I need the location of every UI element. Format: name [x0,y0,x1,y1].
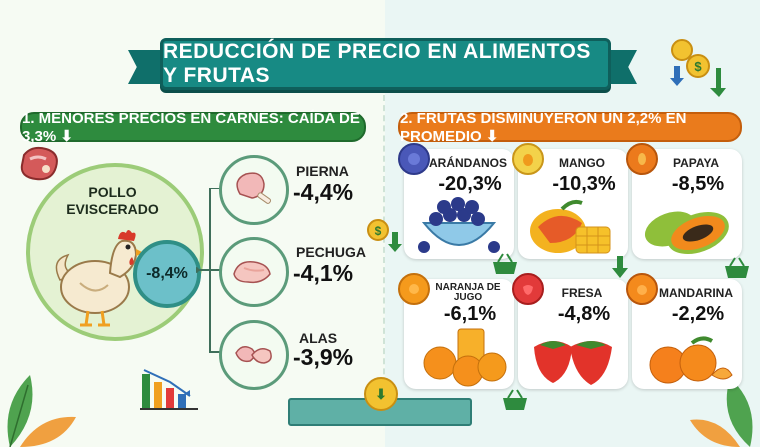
pierna-circle [219,155,289,225]
meat-section-header: 1. MENORES PRECIOS EN CARNES: CAÍDA DE 3… [20,110,366,145]
basket-icon [493,253,517,274]
fruit-card-naranja: NARANJA DE JUGO -6,1% [398,273,514,389]
svg-text:$: $ [694,59,702,74]
papaya-art [644,211,729,254]
fruit-name: PAPAYA [672,156,720,170]
part-value: -3,9% [293,344,354,370]
chicken-icon [55,230,144,327]
coins-arrow-icon: $ [670,39,726,97]
fruit-name: NARANJA DE JUGO [435,282,501,303]
coin-down-icon: $ [367,219,402,252]
leaf-decoration-icon [7,375,76,447]
fruit-value: -20,3% [438,173,502,195]
fruit-name: MANDARINA [659,286,733,300]
leaf-decoration-icon [690,378,753,447]
alas-circle [219,320,289,390]
orange-icon [398,273,430,305]
arrow-down-icon [612,256,628,278]
fruit-name: FRESA [561,286,603,300]
fruit-value: -4,8% [557,303,611,325]
mango-art [530,199,611,254]
mango-icon [512,143,544,175]
part-value: -4,1% [293,260,354,286]
pollo-label: POLLO EVISCERADO [66,184,159,217]
pechuga-circle [219,237,289,307]
fruit-card-fresa: FRESA -4,8% [512,273,628,389]
fruit-card-mango: MANGO -10,3% [512,143,628,259]
fruit-name: MANGO [559,156,605,170]
strawberry-art [534,341,612,385]
divider [383,95,385,425]
fruit-card-mandarina: MANDARINA -2,2% [626,273,742,389]
strawberry-icon [512,273,544,305]
orange-juice-art [423,328,507,387]
fruit-value: -8,5% [671,173,725,195]
title-banner: REDUCCIÓN DE PRECIO EN ALIMENTOS Y FRUTA… [160,38,611,90]
blueberry-icon [398,143,430,175]
fruit-value: -2,2% [671,303,725,325]
chicken-breast-icon [233,261,271,284]
papaya-icon [626,143,658,175]
fruit-card-arandanos: ARÁNDANOS -20,3% [398,143,514,259]
fruit-value: -10,3% [552,173,616,195]
blueberry-bowl-art [418,197,500,253]
page-title: REDUCCIÓN DE PRECIO EN ALIMENTOS Y FRUTA… [163,40,591,87]
chicken-leg-icon [236,172,272,204]
chicken-wings-icon [235,346,272,364]
part-name: ALAS [299,330,338,346]
bar-chart-down-icon [140,369,198,410]
fruit-name: ARÁNDANOS [429,156,507,170]
mandarin-icon [626,273,658,305]
basket-icon [503,389,527,410]
fruit-value: -6,1% [443,303,497,325]
fruit-section-header: 2. FRUTAS DISMINUYERON UN 2,2% EN PROMED… [398,110,742,145]
pollo-value-badge: -8,4% [133,240,201,308]
part-value: -4,4% [293,179,354,205]
steak-icon [20,146,58,181]
basket-icon [725,257,749,278]
mandarin-art [649,336,733,384]
part-name: PIERNA [296,163,349,179]
fruit-card-papaya: PAPAYA -8,5% [626,143,742,259]
svg-text:$: $ [375,224,382,238]
part-name: PECHUGA [296,244,367,260]
coin-down-arrow-icon: ⬇ [364,377,398,411]
